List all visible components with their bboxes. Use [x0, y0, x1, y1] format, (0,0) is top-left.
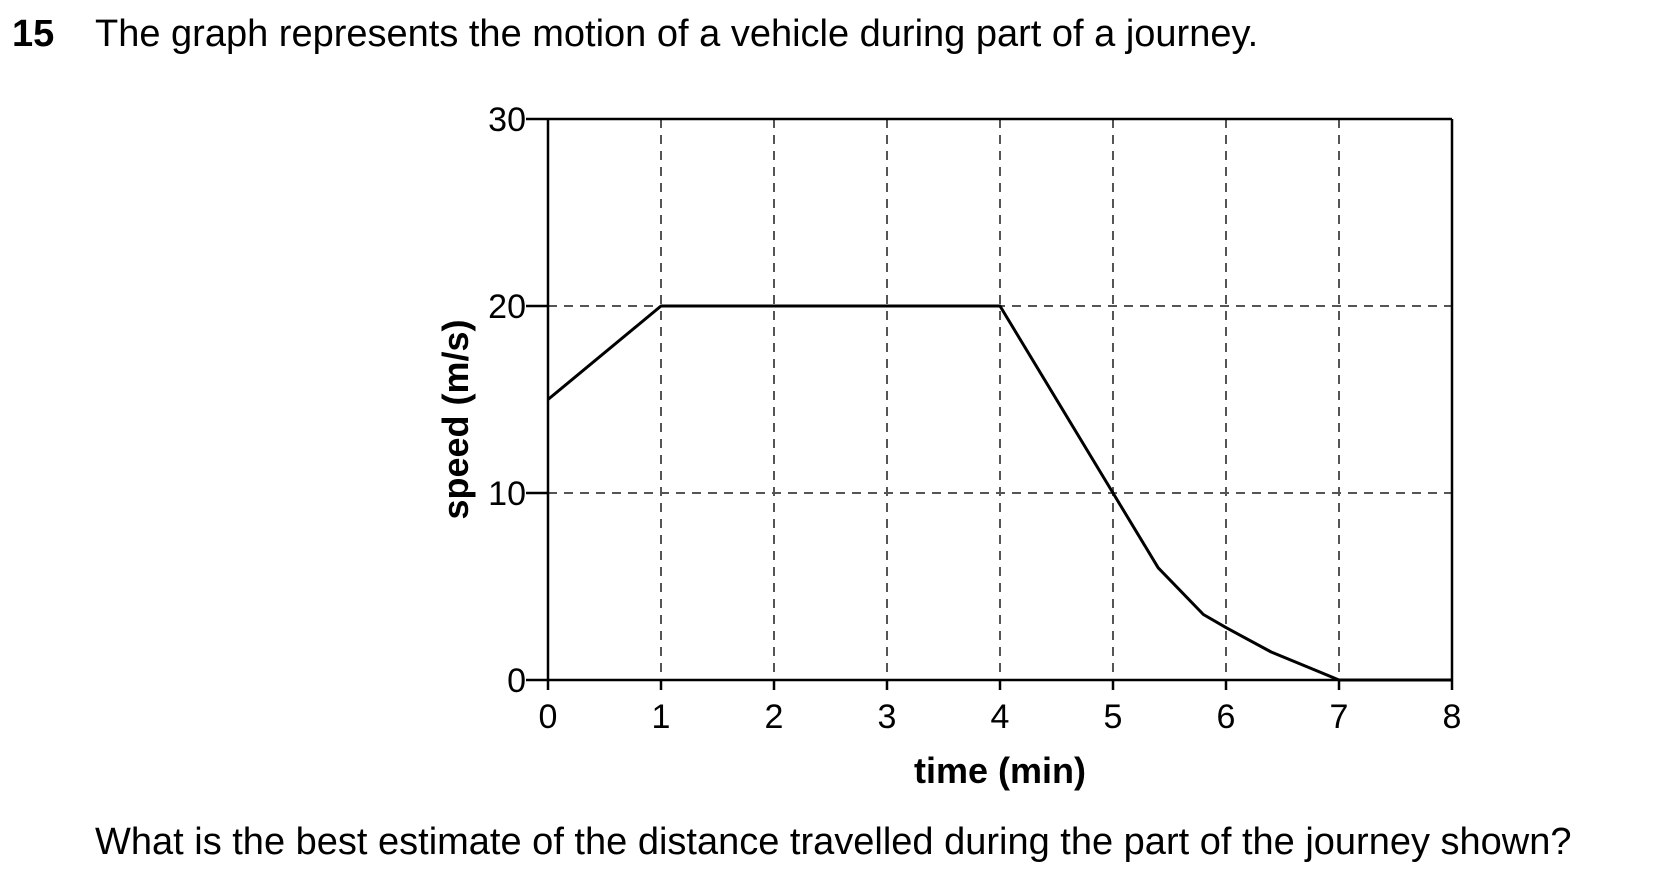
x-tick-label-3: 3	[878, 698, 897, 736]
chart-series	[547, 304, 1452, 682]
x-tick-label-6: 6	[1217, 698, 1236, 736]
x-tick-label-7: 7	[1330, 698, 1349, 736]
question-text: The graph represents the motion of a veh…	[95, 13, 1259, 55]
y-tick-label-10: 10	[488, 475, 526, 513]
chart-grid	[548, 119, 1452, 680]
x-tick-label-4: 4	[991, 698, 1010, 736]
y-tick-label-30: 30	[488, 101, 526, 139]
x-axis-title: time (min)	[914, 750, 1086, 791]
x-tick-label-0: 0	[539, 698, 558, 736]
y-tick-label-20: 20	[488, 288, 526, 326]
y-axis-title: speed (m/s)	[435, 319, 476, 519]
y-tick-label-0: 0	[507, 662, 526, 700]
x-tick-label-2: 2	[765, 698, 784, 736]
speed-line-0	[547, 304, 1452, 682]
chart-labels: time (min) speed (m/s) 0 1 2 3 4 5 6 7 8 0 10 20 30	[435, 101, 1461, 791]
chart-axes	[526, 117, 1454, 690]
x-tick-label-5: 5	[1104, 698, 1123, 736]
x-tick-label-1: 1	[652, 698, 671, 736]
question-prompt: What is the best estimate of the distanc…	[95, 821, 1572, 863]
question-number: 15	[12, 13, 55, 55]
x-tick-label-8: 8	[1443, 698, 1462, 736]
